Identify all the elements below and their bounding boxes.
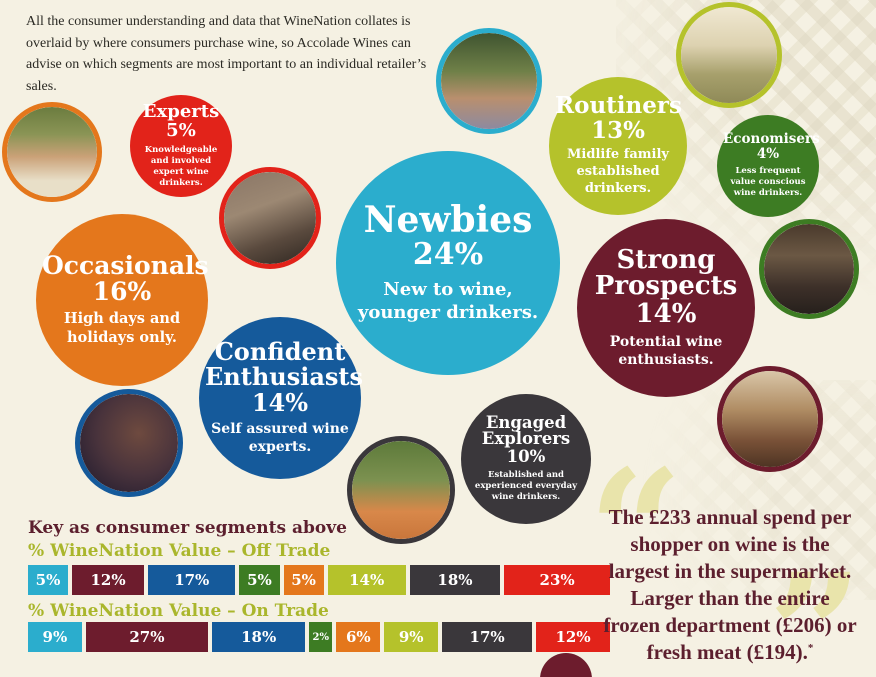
bar-segment-label: 9%: [42, 628, 68, 646]
photo-image: [7, 107, 97, 197]
photo-image: [441, 33, 537, 129]
footnote-marker: *: [807, 642, 814, 655]
segment-description: Midlife family established drinkers.: [567, 147, 669, 196]
segment-percentage: 16%: [92, 277, 152, 307]
segment-name: Economisers: [723, 131, 820, 148]
segment-name: Strong Prospects: [594, 244, 738, 302]
bar-segment-newbies: 9%: [28, 622, 82, 652]
open-quote-icon: “: [588, 433, 683, 627]
photo-couple-wine-shop: [759, 219, 859, 319]
bar-segment-engaged-explorers: 17%: [442, 622, 533, 652]
photo-friends-at-bar: [75, 389, 183, 497]
bar-segment-economisers: 2%: [309, 622, 333, 652]
segment-name: Confident Enthusiasts: [205, 337, 364, 391]
photo-image: [224, 172, 316, 264]
bar-segment-label: 5%: [291, 571, 316, 589]
off-trade-stacked-bar: 5% 12% 17% 5% 5% 14% 18% 23%: [28, 565, 610, 595]
segment-bubble-newbies: Newbies 24% New to wine, younger drinker…: [336, 151, 560, 375]
segment-description: Established and experienced everyday win…: [474, 470, 578, 503]
bar-segment-strong-prospects: 12%: [72, 565, 145, 595]
photo-couple-cooking: [676, 2, 782, 108]
photo-family-meal: [2, 102, 102, 202]
bar-segment-label: 23%: [539, 571, 575, 589]
segment-bubble-routiners: Routiners 13% Midlife family established…: [549, 77, 687, 215]
segment-description: Self assured wine experts.: [211, 420, 349, 455]
segment-name: Newbies: [363, 198, 533, 241]
segment-percentage: 10%: [506, 447, 546, 467]
segment-bubble-occasionals: Occasionals 16% High days and holidays o…: [36, 214, 209, 386]
off-trade-label: % WineNation Value – Off Trade: [28, 541, 331, 561]
segment-name: Engaged Explorers: [481, 412, 571, 449]
bar-segment-routiners: 9%: [384, 622, 439, 652]
segment-percentage: 4%: [756, 146, 780, 163]
pull-quote-text: The £233 annual spend per shopper on win…: [603, 505, 857, 665]
bar-segment-label: 6%: [345, 628, 371, 646]
bar-segment-occasionals: 6%: [336, 622, 381, 652]
bar-segment-experts: 23%: [504, 565, 610, 595]
bar-segment-economisers: 5%: [239, 565, 280, 595]
bar-segment-label: 18%: [241, 628, 277, 646]
segment-percentage: 24%: [412, 237, 484, 273]
photo-image: [681, 7, 777, 103]
bar-segment-label: 17%: [469, 628, 505, 646]
close-quote-icon: ”: [768, 537, 863, 677]
on-trade-stacked-bar: 9% 27% 18% 2% 6% 9% 17% 12%: [28, 622, 611, 652]
bar-segment-newbies: 5%: [28, 565, 69, 595]
photo-man-nosing-wine: [219, 167, 321, 269]
segment-description: Potential wine enthusiasts.: [609, 333, 723, 368]
bar-segment-occasionals: 5%: [283, 565, 324, 595]
bar-segment-label: 5%: [35, 571, 61, 589]
segment-bubble-confident-enthusiasts: Confident Enthusiasts 14% Self assured w…: [199, 317, 364, 479]
bar-segment-label: 12%: [90, 571, 126, 589]
bar-segment-confident-enthusiasts: 18%: [212, 622, 306, 652]
segment-bubble-engaged-explorers: Engaged Explorers 10% Established and ex…: [461, 394, 591, 524]
on-trade-label: % WineNation Value – On Trade: [28, 601, 329, 621]
bar-segment-experts: 12%: [536, 622, 611, 652]
photo-image: [352, 441, 450, 539]
segment-name: Occasionals: [42, 250, 209, 280]
segment-percentage: 5%: [166, 120, 196, 142]
photo-image: [80, 394, 178, 492]
bar-segment-label: 5%: [247, 571, 272, 589]
bar-segment-engaged-explorers: 18%: [409, 565, 501, 595]
segment-bubble-experts: Experts 5% Knowledgeable and involved ex…: [130, 95, 232, 197]
segment-percentage: 14%: [251, 387, 309, 417]
pull-quote: The £233 annual spend per shopper on win…: [602, 504, 858, 666]
segment-description: Knowledgeable and involved expert wine d…: [144, 144, 218, 189]
bar-segment-label: 12%: [555, 628, 591, 646]
photo-couple-dinner-date: [717, 366, 823, 472]
segment-name: Routiners: [555, 92, 682, 120]
photo-image: [722, 371, 818, 467]
photo-image: [764, 224, 854, 314]
bar-segment-label: 18%: [437, 571, 473, 589]
bar-segment-label: 14%: [349, 571, 385, 589]
segment-bubble-strong-prospects: Strong Prospects 14% Potential wine enth…: [577, 219, 755, 397]
maroon-partial-circle: [540, 653, 592, 677]
segment-bubble-economisers: Economisers 4% Less frequent value consc…: [717, 115, 820, 217]
segment-description: New to wine, younger drinkers.: [357, 278, 539, 324]
photo-young-couple-outdoors: [436, 28, 542, 134]
segment-percentage: 13%: [591, 116, 645, 144]
bar-segment-label: 27%: [129, 628, 165, 646]
bar-segment-confident-enthusiasts: 17%: [148, 565, 236, 595]
segment-description: Less frequent value conscious wine drink…: [730, 165, 806, 198]
bar-segment-strong-prospects: 27%: [85, 622, 209, 652]
bar-segment-label: 2%: [312, 631, 330, 643]
bar-segment-label: 17%: [174, 571, 210, 589]
intro-text: All the consumer understanding and data …: [26, 14, 427, 95]
bar-segment-routiners: 14%: [327, 565, 406, 595]
segment-percentage: 14%: [635, 298, 697, 329]
segment-name: Experts: [142, 100, 220, 122]
segment-description: High days and holidays only.: [63, 309, 181, 346]
bar-segment-label: 9%: [398, 628, 424, 646]
photo-man-with-wine-glass: [347, 436, 455, 544]
key-title: Key as consumer segments above: [28, 518, 347, 538]
